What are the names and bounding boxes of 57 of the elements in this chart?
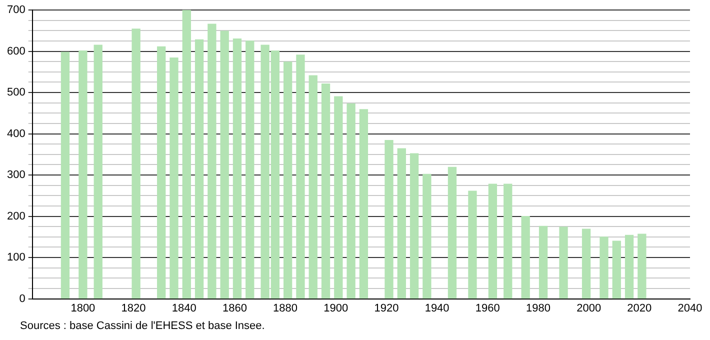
x-tick-label: 1920 xyxy=(374,302,399,314)
x-tick-label: 1820 xyxy=(121,302,146,314)
y-tick-label: 700 xyxy=(6,4,26,16)
y-tick-label: 200 xyxy=(6,210,26,222)
bar xyxy=(308,75,318,299)
bar xyxy=(321,84,330,299)
bar xyxy=(582,228,591,299)
source-note: Sources : base Cassini de l'EHESS et base Insee. xyxy=(20,320,265,332)
y-tick-label: 100 xyxy=(6,252,26,264)
y-tick-label: 600 xyxy=(6,45,26,58)
y-tick-label: 0 xyxy=(19,292,26,305)
bar xyxy=(638,234,646,299)
x-tick-label: 2000 xyxy=(576,302,602,314)
x-tick-label: 1900 xyxy=(324,302,348,314)
bar xyxy=(612,240,621,299)
bar xyxy=(296,54,305,299)
y-tick-label: 400 xyxy=(6,128,26,140)
bar xyxy=(538,226,548,299)
bar xyxy=(397,148,406,299)
bar xyxy=(334,96,343,299)
bar xyxy=(246,40,254,299)
x-tick-label: 1980 xyxy=(526,302,550,314)
y-tick-label: 300 xyxy=(6,169,26,182)
bar xyxy=(346,103,356,299)
bar xyxy=(410,153,419,299)
bar xyxy=(94,44,102,299)
x-tick-label: 1880 xyxy=(273,302,298,314)
x-tick-label: 2020 xyxy=(627,302,652,314)
x-tick-label: 2040 xyxy=(678,302,702,314)
bar xyxy=(208,24,216,299)
bar xyxy=(600,236,608,299)
x-tick-label: 1840 xyxy=(172,302,196,314)
bar xyxy=(182,10,191,299)
bar xyxy=(559,226,568,299)
bar xyxy=(448,166,457,299)
bar xyxy=(194,39,204,299)
bar xyxy=(283,62,292,299)
bar xyxy=(232,38,242,299)
bar xyxy=(384,140,394,299)
y-tick-label: 500 xyxy=(6,86,26,99)
bar xyxy=(132,28,140,299)
bar xyxy=(170,58,178,299)
bar xyxy=(504,184,512,299)
bar xyxy=(60,52,70,299)
bar xyxy=(157,46,166,299)
bar xyxy=(78,50,88,299)
x-tick-label: 1940 xyxy=(424,302,450,314)
bar xyxy=(220,30,229,299)
bar xyxy=(359,109,368,299)
x-tick-label: 1960 xyxy=(475,302,500,314)
bar xyxy=(488,184,498,299)
bar xyxy=(521,216,530,299)
bar xyxy=(468,190,477,299)
x-tick-label: 1800 xyxy=(70,302,96,314)
x-tick-label: 1860 xyxy=(222,302,247,314)
bar xyxy=(422,174,432,299)
bar xyxy=(624,234,634,299)
